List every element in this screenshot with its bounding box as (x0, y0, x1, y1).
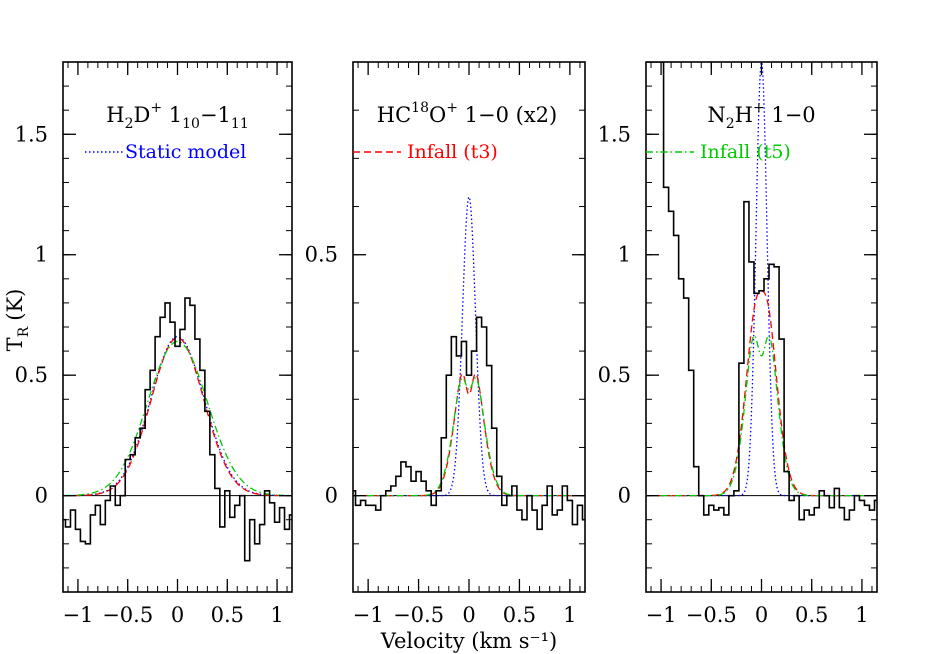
legend-label: Static model (125, 141, 246, 163)
y-tick-label: 0.5 (305, 243, 338, 267)
x-tick-label: 0.5 (503, 603, 536, 627)
panel-title: HC18O+ 1−0 (x2) (377, 100, 557, 127)
x-tick-label: 0 (462, 603, 475, 627)
x-tick-label: 1 (855, 603, 868, 627)
svg-text:TR(K): TR (K) (3, 289, 32, 352)
legend-label: Infall (t3) (407, 141, 498, 163)
y-tick-label: 0 (35, 484, 48, 508)
model-line-dashdot (353, 377, 585, 497)
x-tick-label: 0 (755, 603, 768, 627)
panel-2: −1 −0.5 0 0.5 1 0 0.5 HC18O+ 1−0 (x2) Infall (t3… (305, 61, 586, 627)
model-line-dashed (63, 337, 292, 497)
y-tick-label: 1 (35, 243, 48, 267)
x-tick-label: 0 (171, 603, 184, 627)
panel-title: H2D+ 110−111 (106, 100, 249, 132)
x-tick-label: −1 (62, 603, 93, 627)
model-line-dotted (63, 335, 292, 497)
x-axis-title: Velocity (km s⁻¹) (380, 629, 557, 653)
x-tick-label: −0.5 (686, 603, 737, 627)
y-axis-subscript: R (16, 326, 32, 337)
x-tick-label: 0.5 (211, 603, 244, 627)
y-tick-label: 0.5 (598, 363, 631, 387)
model-line-dashdot (63, 340, 292, 497)
x-tick-label: −1 (646, 603, 677, 627)
panel-3: −1 −0.5 0 0.5 1 0 0.5 1 1.5 N2H+ 1−0 Infall (t5) (598, 61, 878, 627)
panels: −1 −0.5 0 0.5 1 0 0.5 1 1.5 H2D+ 110−111 Static mo… (15, 61, 878, 627)
x-tick-label: 1 (270, 603, 283, 627)
observed-spectrum (353, 316, 585, 531)
x-tick-label: −0.5 (393, 603, 444, 627)
y-tick-label: 1 (618, 243, 631, 267)
model-line-dashdot (646, 335, 877, 497)
y-axis-unit: (K) (3, 289, 27, 321)
panel-title: N2H+ 1−0 (707, 100, 815, 132)
model-line-dotted (353, 195, 585, 497)
x-tick-label: 1 (563, 603, 576, 627)
y-tick-label: 1.5 (15, 122, 48, 146)
x-tick-label: −0.5 (102, 603, 153, 627)
panel-1: −1 −0.5 0 0.5 1 0 0.5 1 1.5 H2D+ 110−111 Static mo… (15, 61, 293, 627)
model-line-dashed (353, 373, 585, 497)
legend-label: Infall (t5) (700, 141, 791, 163)
y-tick-label: 0 (618, 484, 631, 508)
y-tick-label: 0 (325, 484, 338, 508)
y-tick-label: 0.5 (15, 363, 48, 387)
x-tick-label: −1 (353, 603, 384, 627)
y-axis-title: TR (K) (3, 289, 32, 352)
observed-spectrum (63, 297, 292, 562)
observed-spectrum (646, 62, 877, 521)
model-line-dashed (646, 290, 877, 497)
x-tick-label: 0.5 (795, 603, 828, 627)
y-axis-symbol: T (3, 337, 27, 351)
y-tick-label: 1.5 (598, 122, 631, 146)
